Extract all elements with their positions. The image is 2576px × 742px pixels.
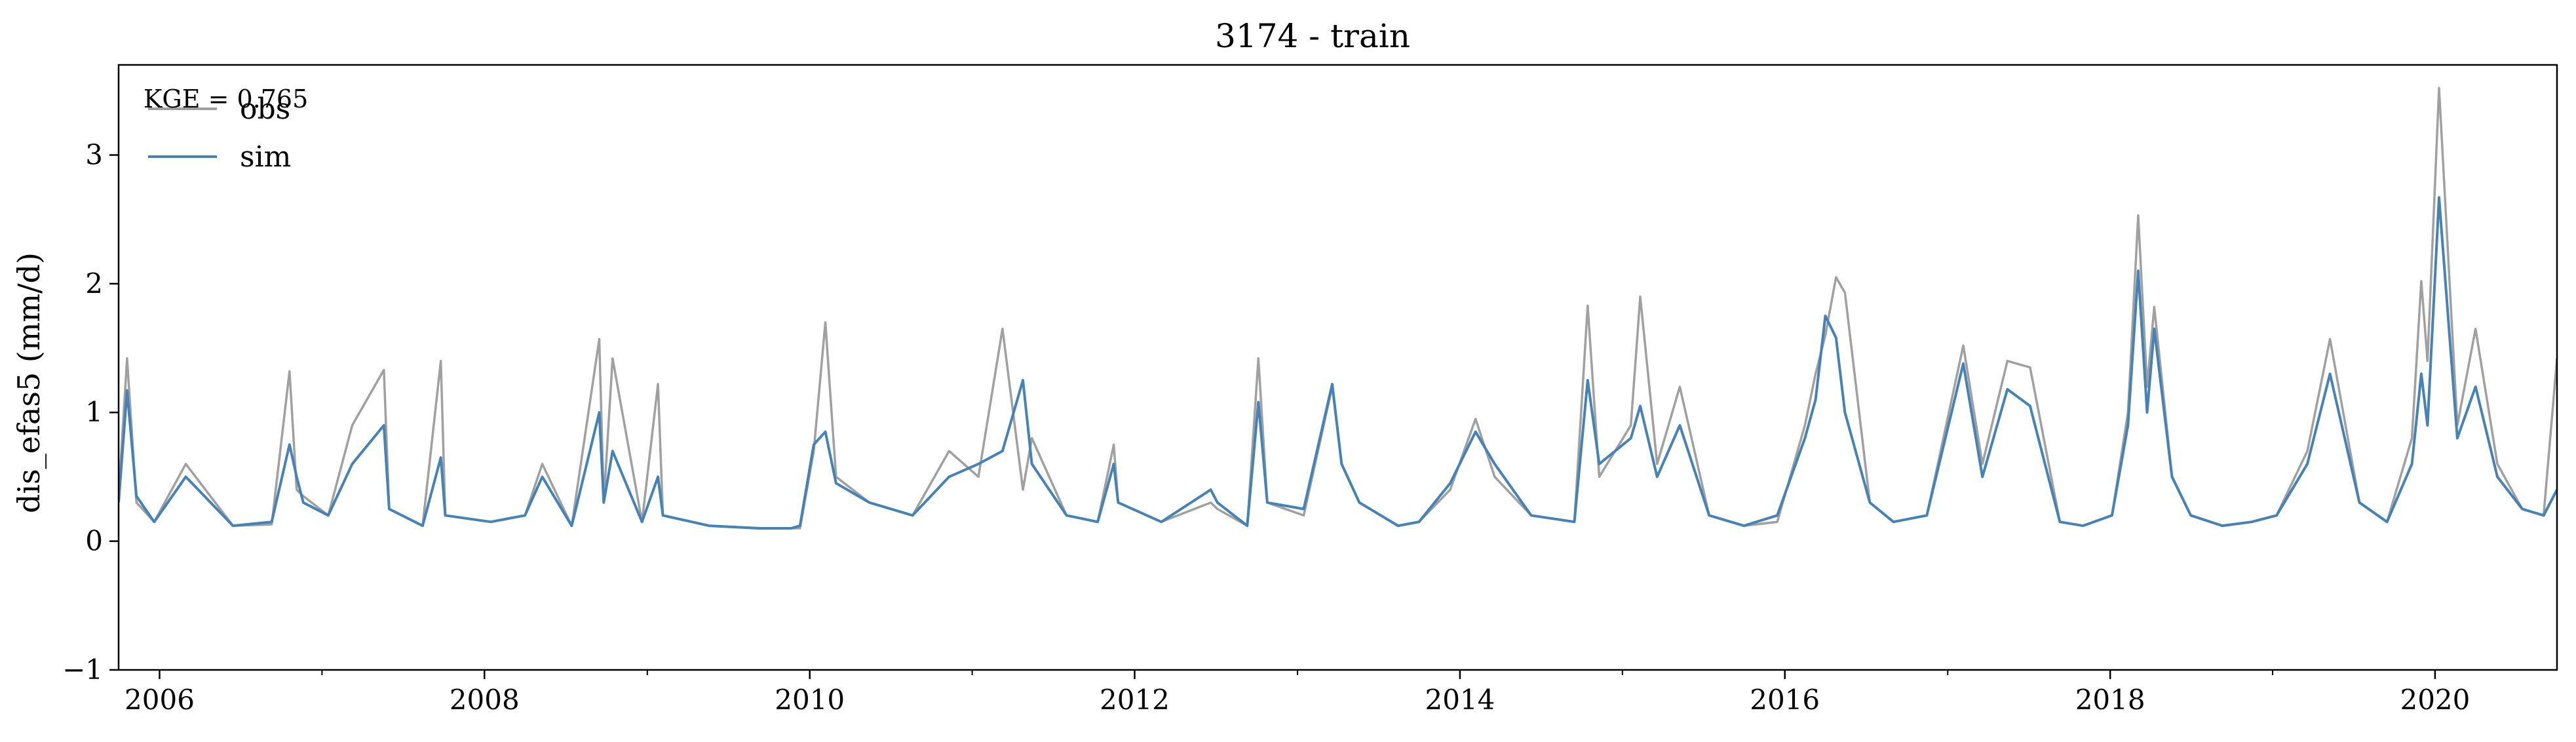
y-tick-label: 2: [85, 267, 103, 300]
tick-layer: −1 0 1 2 3 2006 2008 2010 2012 2014 2016 2018 2020: [62, 138, 2470, 716]
plot-frame: [117, 64, 2558, 671]
y-tick-label: 0: [85, 525, 103, 557]
series-line-sim: [119, 196, 2557, 530]
y-tick-label: 3: [85, 138, 103, 170]
x-tick-label: 2008: [450, 684, 520, 716]
kge-annotation: KGE = 0.765: [144, 85, 308, 113]
x-tick-label: 2012: [1100, 684, 1170, 716]
legend-label-sim: sim: [240, 140, 291, 174]
x-tick-label: 2006: [125, 684, 195, 716]
series-layer: [119, 87, 2557, 530]
x-tick-label: 2018: [2075, 684, 2145, 716]
x-tick-label: 2016: [1750, 684, 1820, 716]
y-axis-label: dis_efas5 (mm/d): [11, 252, 47, 513]
x-tick-label: 2014: [1425, 684, 1495, 716]
chart-title: 3174 - train: [1215, 17, 1410, 55]
x-tick-label: 2020: [2400, 684, 2470, 716]
legend: obs sim: [148, 92, 291, 174]
y-tick-label: 1: [85, 396, 103, 428]
y-tick-label: −1: [62, 654, 103, 686]
legend-label-obs: obs: [240, 92, 290, 126]
x-tick-label: 2010: [775, 684, 845, 716]
